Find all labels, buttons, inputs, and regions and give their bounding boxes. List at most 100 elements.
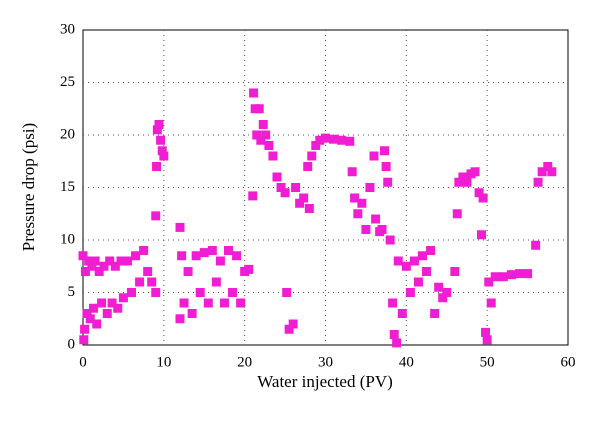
y-tick-label: 10	[60, 231, 75, 247]
point	[430, 309, 440, 318]
point	[90, 256, 100, 266]
x-tick-label: 40	[399, 354, 414, 370]
point	[92, 319, 102, 329]
point	[337, 135, 347, 145]
point	[531, 240, 541, 250]
point	[236, 298, 246, 308]
x-tick-label: 0	[79, 354, 87, 370]
point	[450, 267, 460, 276]
point	[147, 277, 157, 287]
point	[199, 248, 209, 258]
point	[80, 267, 90, 276]
point	[434, 282, 444, 292]
point	[490, 272, 500, 282]
point	[207, 246, 217, 255]
point	[321, 133, 330, 143]
point	[515, 269, 524, 279]
point	[478, 193, 488, 203]
point	[304, 204, 314, 213]
point	[135, 277, 145, 287]
point	[311, 141, 321, 150]
point	[102, 309, 112, 318]
point	[282, 288, 292, 297]
point	[195, 288, 205, 297]
point	[224, 246, 233, 255]
point	[295, 198, 305, 208]
point	[422, 267, 432, 276]
point	[156, 135, 166, 145]
plot-frame	[82, 29, 569, 346]
point	[381, 162, 391, 171]
point	[219, 298, 229, 308]
point	[484, 277, 494, 287]
point	[288, 319, 298, 329]
point	[179, 298, 189, 308]
point	[131, 251, 141, 261]
point	[211, 277, 221, 287]
y-tick-label: 15	[60, 179, 75, 195]
y-tick-label: 5	[68, 284, 76, 300]
point	[380, 146, 390, 156]
point	[118, 293, 128, 303]
point	[252, 130, 262, 140]
point	[127, 288, 136, 297]
x-tick-label: 30	[318, 354, 333, 370]
point	[388, 298, 398, 308]
point	[401, 261, 411, 271]
point	[481, 327, 491, 337]
point	[82, 309, 92, 318]
point	[393, 256, 403, 266]
point	[272, 172, 282, 182]
point	[458, 172, 468, 182]
point	[454, 177, 464, 187]
point	[377, 225, 387, 234]
point	[315, 135, 325, 145]
point	[307, 151, 317, 161]
point	[371, 214, 381, 224]
point	[482, 335, 492, 345]
x-tick-label: 60	[561, 354, 576, 370]
point	[291, 183, 301, 192]
point	[87, 261, 97, 271]
point	[159, 151, 169, 161]
point	[438, 293, 448, 303]
point	[452, 209, 462, 219]
point	[418, 251, 427, 261]
x-tick-label: 20	[237, 354, 252, 370]
y-tick-label: 25	[60, 74, 75, 90]
point	[122, 256, 132, 266]
point	[284, 324, 294, 334]
point	[345, 136, 355, 146]
point	[248, 191, 258, 201]
point	[369, 151, 379, 161]
point	[89, 303, 99, 313]
point	[426, 246, 436, 255]
point	[276, 183, 286, 192]
point	[157, 146, 167, 156]
point	[152, 125, 162, 135]
point	[116, 256, 126, 266]
point	[470, 167, 480, 177]
point	[143, 267, 153, 276]
point	[78, 251, 88, 261]
point	[405, 288, 415, 297]
point	[486, 298, 496, 308]
point	[477, 230, 487, 240]
y-tick-label: 0	[68, 336, 76, 352]
point	[177, 251, 187, 261]
point	[498, 272, 508, 282]
point	[79, 335, 89, 345]
point	[97, 298, 107, 308]
point	[113, 303, 123, 313]
point	[175, 314, 185, 324]
point	[329, 134, 339, 144]
point	[442, 288, 452, 297]
point	[94, 267, 104, 276]
point	[547, 167, 557, 177]
point	[84, 256, 94, 266]
point	[389, 330, 399, 339]
point	[462, 177, 472, 187]
point	[154, 120, 164, 129]
point	[258, 120, 268, 129]
